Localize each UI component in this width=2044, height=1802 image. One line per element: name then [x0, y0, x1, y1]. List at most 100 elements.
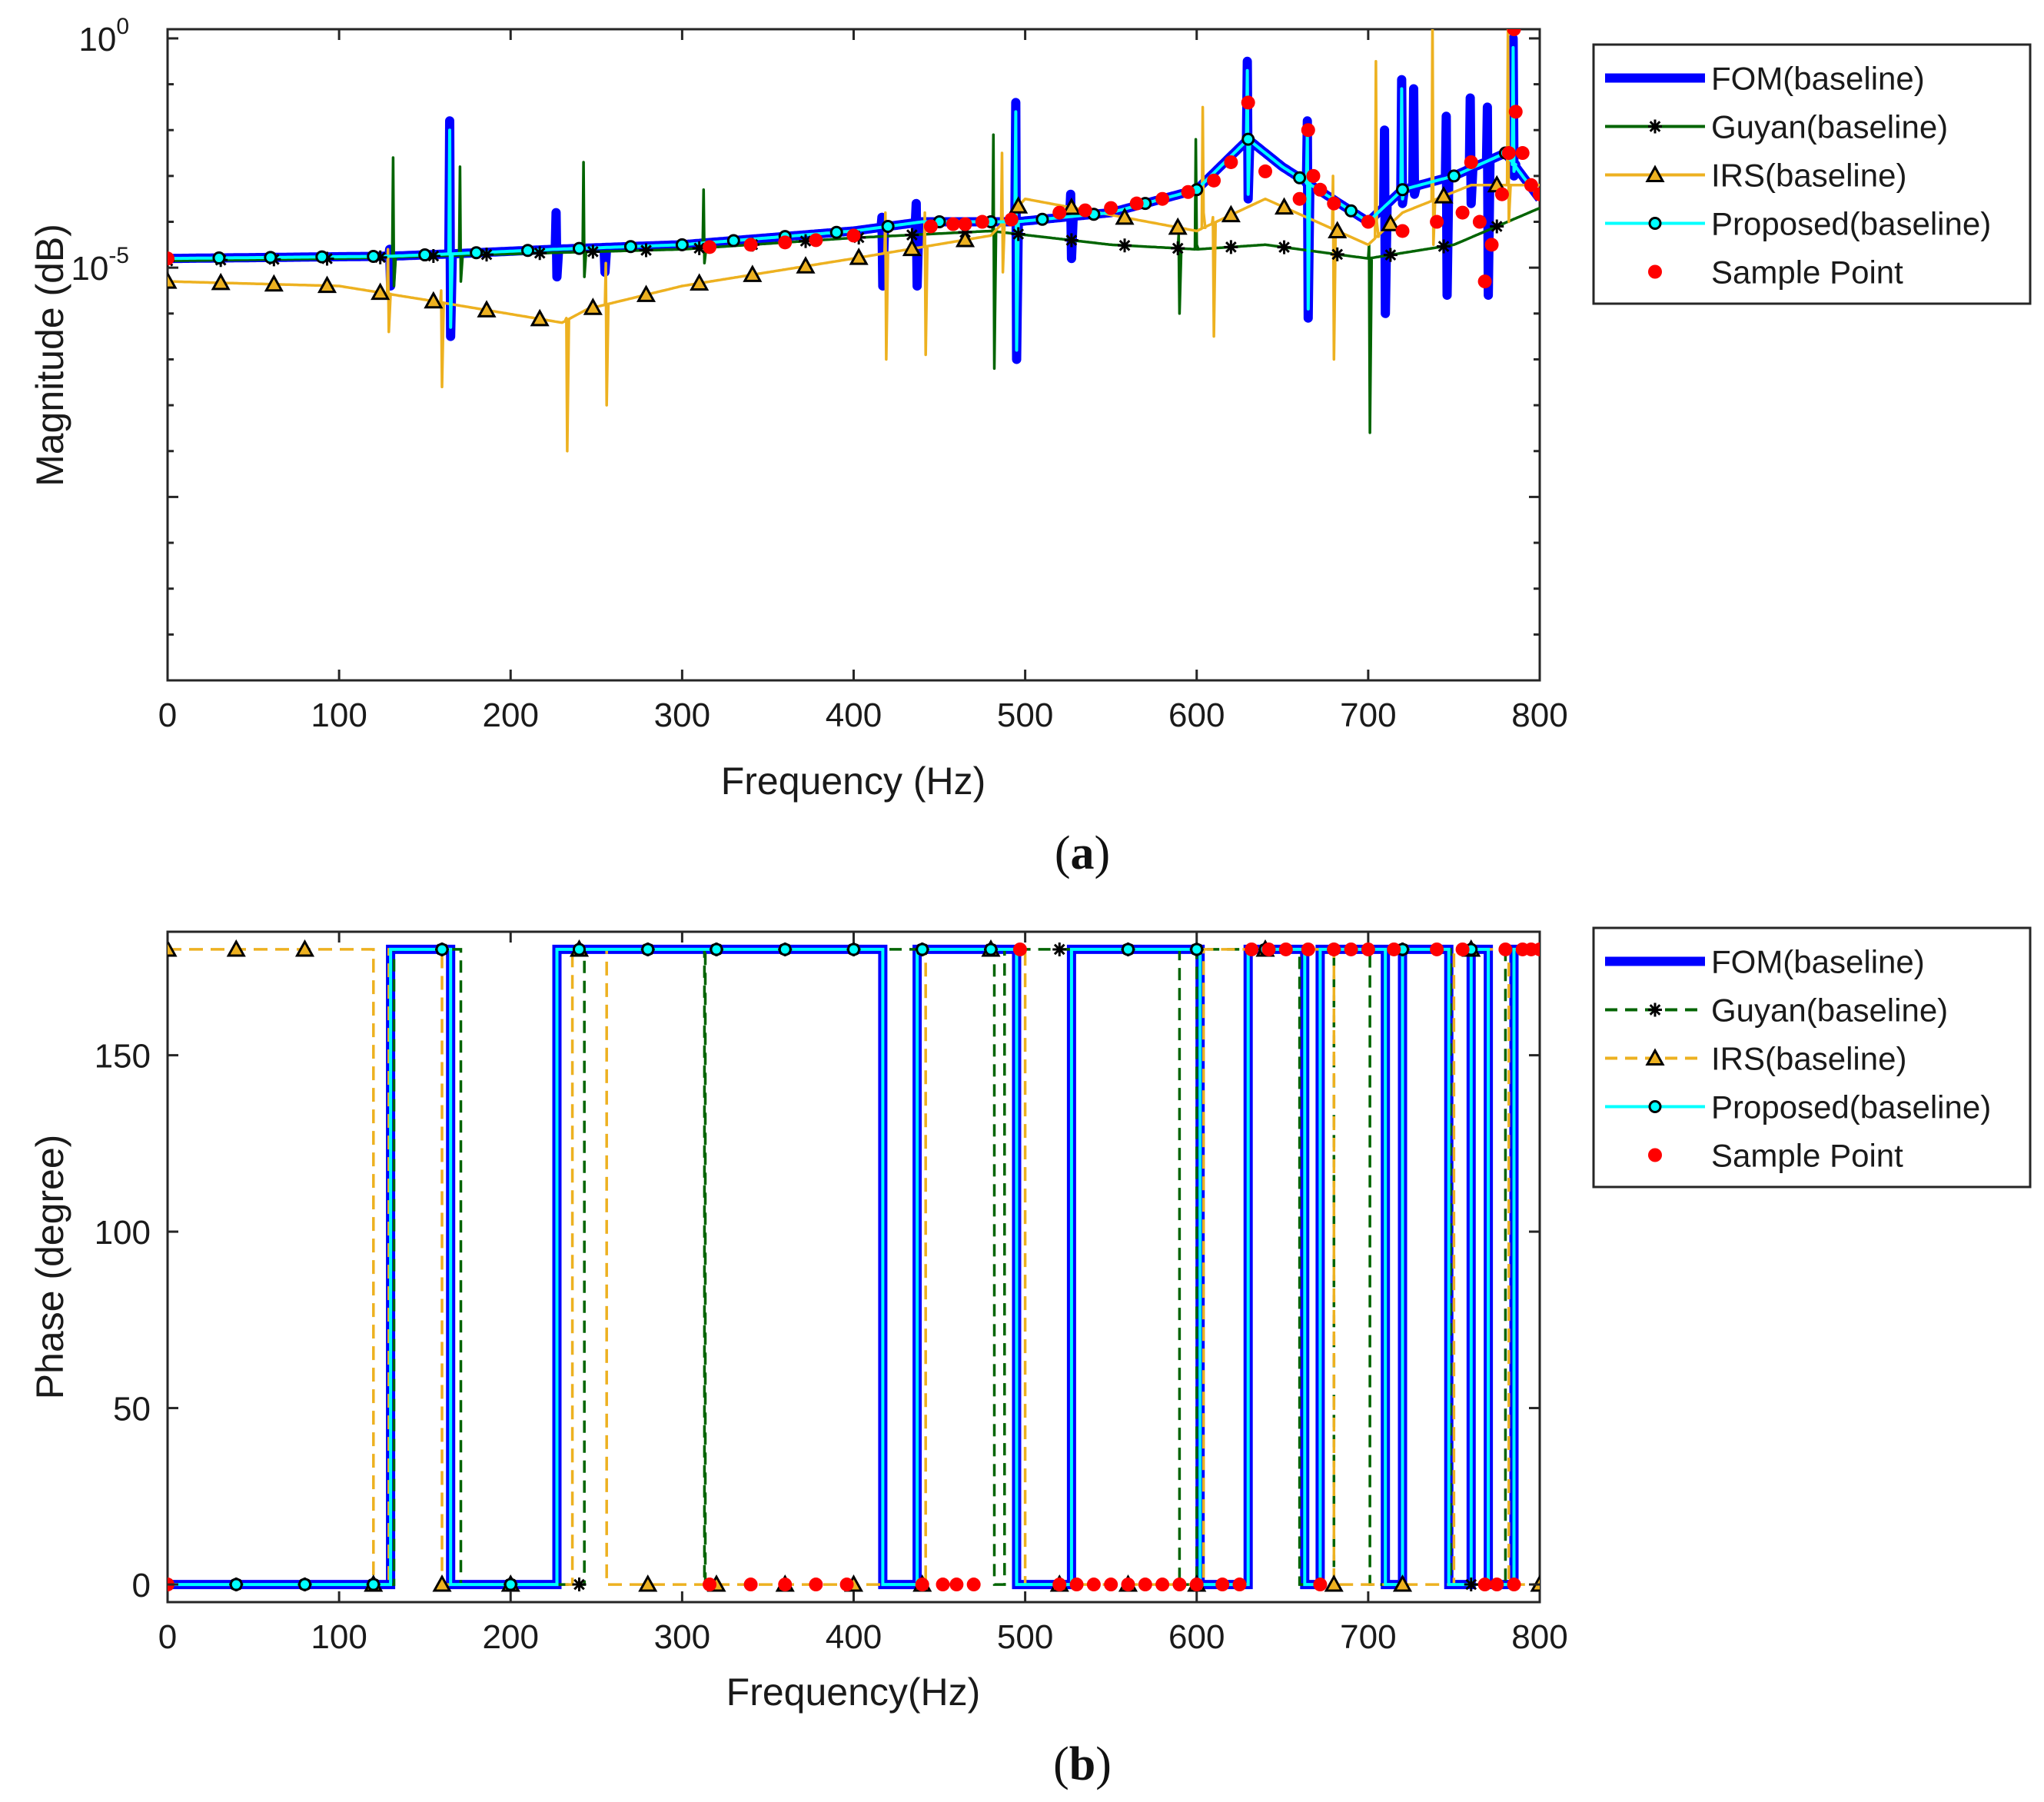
panel-a-sample-point: [1533, 187, 1540, 201]
panel-b-sample-point: [936, 1578, 950, 1592]
panel-b-sample-point: [1189, 1578, 1204, 1592]
panel-b-sample-point: [915, 1578, 929, 1592]
panel-a-sample-point: [1292, 191, 1307, 206]
panel-a-marker-irs: [743, 264, 763, 282]
panel-b-marker-proposed: [367, 1578, 381, 1591]
panel-b-sample-point: [1344, 942, 1358, 956]
panel-b-marker-guyan: [1464, 1578, 1478, 1592]
panel-a-sample-point: [1104, 201, 1118, 215]
panel-a-sample-point: [1258, 164, 1272, 178]
panel-a-marker-guyan: [1330, 247, 1344, 261]
panel-b-legend-marker: [1648, 1002, 1662, 1017]
panel-a-sample-point: [1430, 214, 1444, 229]
panel-b-y-axis-label: Phase (degree): [28, 1135, 71, 1400]
panel-a-marker-guyan: [1064, 233, 1079, 248]
panel-a-marker-guyan: [639, 243, 653, 258]
panel-a-marker-guyan: [1437, 239, 1451, 254]
panel-a-sample-point: [1501, 146, 1516, 161]
panel-a-legend-marker: [1648, 217, 1662, 230]
panel-b-marker-proposed: [573, 943, 586, 956]
panel-a-x-tick-label: 300: [654, 697, 710, 734]
panel-a-marker-guyan: [1224, 240, 1238, 254]
panel-a-series-layer: [168, 29, 1540, 453]
panel-a-sample-point: [1515, 146, 1530, 161]
panel-a-marker-irs: [211, 272, 231, 291]
panel-b-legend-marker: [1648, 1100, 1662, 1113]
panel-a-sample-point: [946, 217, 960, 231]
panel-a-marker-irs: [477, 300, 497, 318]
panel-a-marker-proposed: [212, 251, 226, 265]
panel-a-marker-irs: [955, 229, 975, 248]
panel-b-series-layer: [168, 939, 1540, 1592]
panel-b-phase-chart: 0 100 200 300 400 500 600 700 800 0 50 100 150 Frequ…: [28, 926, 2032, 1790]
panel-b-x-tick-label: 0: [158, 1618, 177, 1656]
panel-b-marker-proposed: [847, 943, 860, 956]
panel-a-sample-point: [1327, 196, 1341, 211]
panel-b-caption: (b): [1053, 1738, 1112, 1790]
panel-a-x-tick-label: 0: [158, 697, 177, 734]
panel-b-legend-label: Sample Point: [1711, 1138, 1903, 1174]
panel-b-sample-point: [1533, 942, 1540, 956]
panel-b-sample-point: [1490, 1578, 1504, 1592]
panel-a-legend-label: Proposed(baseline): [1711, 206, 1991, 242]
panel-b-sample-point: [1278, 942, 1293, 956]
panel-b-marker-guyan: [572, 1578, 587, 1592]
panel-a-marker-guyan: [373, 250, 387, 264]
panel-a-x-tick-label: 800: [1511, 697, 1567, 734]
panel-b-marker-irs: [638, 1574, 658, 1592]
panel-a-legend-entry: Guyan(baseline): [1605, 109, 1948, 145]
panel-a-marker-guyan: [1171, 241, 1185, 255]
panel-b-sample-point: [1172, 1578, 1187, 1592]
panel-a-caption-letter: a: [1071, 827, 1095, 879]
panel-a-marker-guyan: [1277, 240, 1291, 254]
panel-b-sample-point: [1477, 1578, 1492, 1592]
panel-b-legend-label: Proposed(baseline): [1711, 1089, 1991, 1125]
panel-a-sample-point: [1301, 123, 1315, 138]
panel-a-marker-proposed: [726, 234, 740, 248]
panel-a-sample-point: [1494, 187, 1509, 201]
panel-a-series-irs: [168, 29, 1540, 453]
panel-b-sample-point: [1387, 942, 1401, 956]
panel-a-y-tick-label: 10-5: [71, 243, 129, 288]
panel-b-marker-guyan: [1052, 942, 1067, 956]
panel-b-x-tick-label: 100: [311, 1618, 367, 1656]
panel-b-sample-point: [1498, 942, 1513, 956]
panel-a-x-tick-label: 100: [311, 697, 367, 734]
panel-b-sample-point: [1069, 1578, 1084, 1592]
panel-a-legend-entry: Sample Point: [1648, 254, 1903, 291]
panel-a-marker-irs: [1434, 186, 1454, 204]
panel-a-marker-proposed: [1035, 212, 1049, 226]
panel-b-sample-point: [703, 1578, 717, 1592]
panel-a-marker-irs: [530, 308, 550, 327]
panel-a-marker-guyan: [1118, 238, 1132, 253]
panel-b-sample-point: [1121, 1578, 1135, 1592]
panel-a-legend-entry: Proposed(baseline): [1605, 206, 1991, 242]
panel-a-axes-layer: 0 100 200 300 400 500 600 700 800 100 10-5: [71, 14, 1567, 734]
panel-b-legend-label: Guyan(baseline): [1711, 992, 1948, 1029]
panel-a-marker-irs: [317, 275, 337, 294]
panel-a-marker-proposed: [881, 219, 895, 233]
panel-a-legend-label: Guyan(baseline): [1711, 109, 1948, 145]
panel-a-sample-point: [1507, 29, 1521, 36]
panel-b-sample-point: [949, 1578, 964, 1592]
panel-b-legend-entry: Guyan(baseline): [1605, 992, 1948, 1029]
panel-a-sample-point: [168, 251, 174, 266]
panel-a-sample-point: [1361, 214, 1375, 229]
panel-b-sample-point: [1430, 942, 1444, 956]
panel-a-caption: (a): [1055, 827, 1110, 879]
panel-b-marker-proposed: [1190, 943, 1204, 956]
panel-a-sample-point: [1455, 205, 1470, 220]
panel-a-marker-irs: [690, 273, 710, 291]
panel-a-legend-marker: [1648, 264, 1662, 279]
panel-a-sample-point: [958, 217, 972, 231]
panel-b-marker-proposed: [1122, 943, 1135, 956]
panel-a-marker-irs: [902, 238, 922, 257]
panel-a-marker-irs: [583, 298, 603, 315]
panel-b-x-tick-label: 800: [1511, 1618, 1567, 1656]
panel-a-marker-proposed: [573, 241, 586, 255]
panel-a-sample-point: [1004, 212, 1019, 227]
panel-b-axes-layer: 0 100 200 300 400 500 600 700 800 0 50 100 150: [95, 932, 1568, 1656]
panel-a-x-tick-label: 400: [826, 697, 882, 734]
panel-a-sample-point: [1052, 205, 1067, 220]
